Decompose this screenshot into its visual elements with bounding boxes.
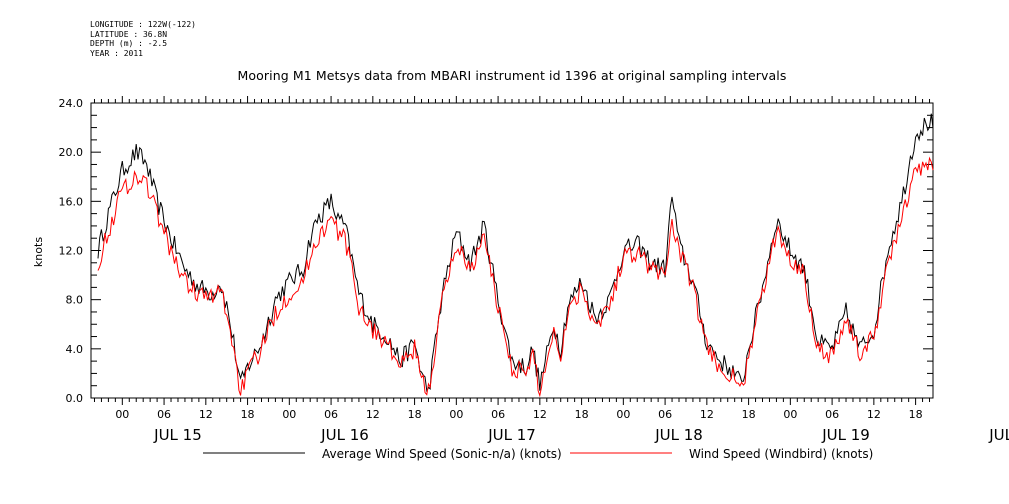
y-tick-label: 0.0 (66, 392, 84, 405)
x-tick-label: 06 (825, 408, 839, 421)
x-tick-label: 18 (909, 408, 923, 421)
chart-title: Mooring M1 Metsys data from MBARI instru… (237, 68, 787, 83)
x-day-label: JUL 16 (320, 426, 369, 444)
x-tick-label: 12 (533, 408, 547, 421)
series-line-windbird-wind-speed (97, 156, 934, 398)
legend-label-windbird: Wind Speed (Windbird) (knots) (689, 447, 873, 461)
x-tick-label: 00 (282, 408, 296, 421)
x-tick-label: 00 (449, 408, 463, 421)
x-tick-label: 18 (241, 408, 255, 421)
x-day-label: JUL 15 (153, 426, 202, 444)
longitude-text: LONGITUDE : 122W(-122) (90, 20, 196, 29)
y-axis: 0.0 4.0 8.0 12.0 16.0 20.0 24.0 (59, 97, 933, 405)
x-tick-label: 18 (742, 408, 756, 421)
y-axis-label: knots (32, 237, 45, 267)
x-tick-label: 12 (700, 408, 714, 421)
x-day-label: JUL 20 (988, 426, 1009, 444)
x-tick-label: 06 (658, 408, 672, 421)
y-tick-label: 8.0 (66, 294, 84, 307)
location-metadata: LONGITUDE : 122W(-122) LATITUDE : 36.8N … (90, 20, 196, 58)
x-tick-label: 00 (616, 408, 630, 421)
x-tick-label: 12 (867, 408, 881, 421)
latitude-text: LATITUDE : 36.8N (90, 29, 168, 39)
x-tick-label: 18 (408, 408, 422, 421)
x-tick-label: 00 (115, 408, 129, 421)
y-tick-label: 12.0 (59, 245, 84, 258)
x-tick-label: 18 (575, 408, 589, 421)
series-line-average-wind-speed (97, 113, 934, 393)
legend-label-average-wind: Average Wind Speed (Sonic-n/a) (knots) (322, 447, 562, 461)
x-tick-label: 00 (783, 408, 797, 421)
y-tick-label: 24.0 (59, 97, 84, 110)
y-tick-label: 4.0 (66, 343, 84, 356)
series-layer (97, 113, 934, 398)
year-text: YEAR : 2011 (90, 48, 143, 58)
x-tick-label: 06 (324, 408, 338, 421)
x-tick-label: 06 (491, 408, 505, 421)
depth-text: DEPTH (m) : -2.5 (90, 39, 168, 48)
x-tick-label: 12 (199, 408, 213, 421)
x-day-label: JUL 18 (654, 426, 703, 444)
plot-border (90, 102, 934, 399)
y-tick-label: 16.0 (59, 195, 84, 208)
legend: Average Wind Speed (Sonic-n/a) (knots) W… (203, 447, 873, 461)
plot-frame (90, 102, 934, 399)
x-tick-label: 12 (366, 408, 380, 421)
y-tick-label: 20.0 (59, 146, 84, 159)
x-axis: 00 06 12 18 00 06 12 18 00 06 12 18 00 06 12 18 00 06 12 18… (93, 96, 1009, 444)
x-day-label: JUL 17 (487, 426, 536, 444)
x-tick-label: 06 (157, 408, 171, 421)
x-day-label: JUL 19 (821, 426, 870, 444)
